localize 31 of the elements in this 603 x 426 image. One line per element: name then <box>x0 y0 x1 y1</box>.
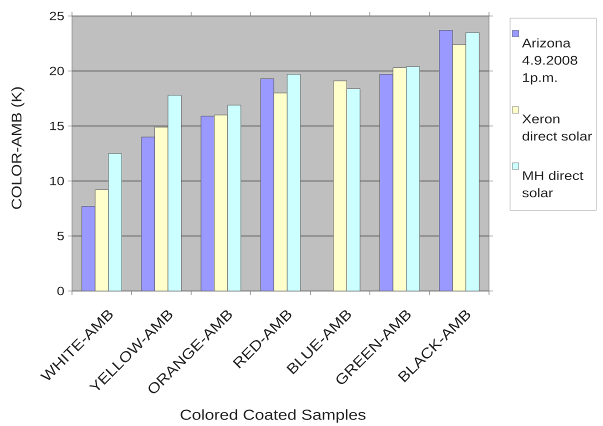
y-tick-label: 20 <box>50 66 64 76</box>
bar <box>227 104 242 291</box>
y-tick-label: 25 <box>50 12 64 20</box>
legend-label: Arizona 4.9.2008 1p.m. <box>522 38 578 84</box>
bar <box>154 126 168 291</box>
legend-label: MH direct solar <box>522 170 584 198</box>
bar <box>392 67 407 291</box>
bar <box>214 114 228 291</box>
bar <box>274 93 288 291</box>
bar <box>141 136 155 291</box>
bar <box>379 74 394 291</box>
bar <box>439 30 453 291</box>
bar <box>346 88 360 291</box>
bar <box>108 153 122 291</box>
bar <box>260 78 274 291</box>
y-tick-label: 5 <box>57 232 64 240</box>
bar <box>333 80 347 291</box>
y-tick-label: 0 <box>57 286 64 296</box>
bar <box>287 74 300 291</box>
y-tick-label: 10 <box>50 176 64 186</box>
bar <box>466 32 480 291</box>
bar <box>452 44 466 291</box>
bar <box>406 66 420 291</box>
y-axis-title: COLOR-AMB (K) <box>11 87 24 209</box>
y-tick-label: 15 <box>50 122 64 130</box>
bar <box>82 206 96 291</box>
legend-label: Xeron direct solar <box>522 114 592 141</box>
bar <box>168 94 182 291</box>
bar <box>94 190 109 291</box>
x-axis-title: Colored Coated Samples <box>180 409 366 423</box>
bar <box>200 116 215 291</box>
